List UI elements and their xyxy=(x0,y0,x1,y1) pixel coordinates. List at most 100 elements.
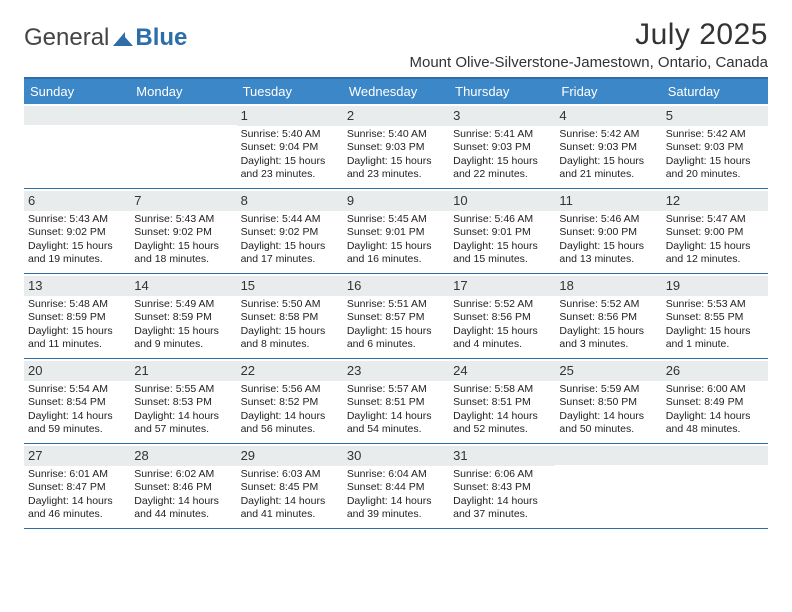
day-number: 19 xyxy=(662,276,768,296)
sunset-text: Sunset: 9:00 PM xyxy=(559,226,657,239)
dow-cell: Wednesday xyxy=(343,79,449,104)
sunrise-text: Sunrise: 5:55 AM xyxy=(134,383,232,396)
days-of-week-header: SundayMondayTuesdayWednesdayThursdayFrid… xyxy=(24,79,768,104)
daylight-text: Daylight: 15 hours and 21 minutes. xyxy=(559,155,657,181)
day-number: 25 xyxy=(555,361,661,381)
sunset-text: Sunset: 9:01 PM xyxy=(453,226,551,239)
daylight-text: Daylight: 15 hours and 1 minute. xyxy=(666,325,764,351)
daylight-text: Daylight: 15 hours and 11 minutes. xyxy=(28,325,126,351)
day-cell: 30Sunrise: 6:04 AMSunset: 8:44 PMDayligh… xyxy=(343,444,449,528)
sunset-text: Sunset: 9:02 PM xyxy=(28,226,126,239)
day-number: 29 xyxy=(237,446,343,466)
daylight-text: Daylight: 15 hours and 16 minutes. xyxy=(347,240,445,266)
sunrise-text: Sunrise: 5:43 AM xyxy=(28,213,126,226)
daylight-text: Daylight: 15 hours and 3 minutes. xyxy=(559,325,657,351)
sunset-text: Sunset: 9:01 PM xyxy=(347,226,445,239)
sunrise-text: Sunrise: 5:46 AM xyxy=(453,213,551,226)
sunrise-text: Sunrise: 5:40 AM xyxy=(241,128,339,141)
sunset-text: Sunset: 8:44 PM xyxy=(347,481,445,494)
sunrise-text: Sunrise: 5:41 AM xyxy=(453,128,551,141)
day-number: 3 xyxy=(449,106,555,126)
sunset-text: Sunset: 8:50 PM xyxy=(559,396,657,409)
sunrise-text: Sunrise: 5:43 AM xyxy=(134,213,232,226)
sunset-text: Sunset: 8:59 PM xyxy=(28,311,126,324)
brand-triangle-icon xyxy=(113,32,133,46)
daylight-text: Daylight: 15 hours and 9 minutes. xyxy=(134,325,232,351)
day-cell: 14Sunrise: 5:49 AMSunset: 8:59 PMDayligh… xyxy=(130,274,236,358)
day-cell: 16Sunrise: 5:51 AMSunset: 8:57 PMDayligh… xyxy=(343,274,449,358)
sunrise-text: Sunrise: 5:59 AM xyxy=(559,383,657,396)
day-number: 26 xyxy=(662,361,768,381)
day-number: 8 xyxy=(237,191,343,211)
sunrise-text: Sunrise: 5:52 AM xyxy=(453,298,551,311)
sunset-text: Sunset: 8:47 PM xyxy=(28,481,126,494)
sunrise-text: Sunrise: 5:57 AM xyxy=(347,383,445,396)
sunrise-text: Sunrise: 5:48 AM xyxy=(28,298,126,311)
day-number: 31 xyxy=(449,446,555,466)
daylight-text: Daylight: 14 hours and 56 minutes. xyxy=(241,410,339,436)
brand-logo: General Blue xyxy=(24,18,187,52)
day-cell: 28Sunrise: 6:02 AMSunset: 8:46 PMDayligh… xyxy=(130,444,236,528)
day-number xyxy=(24,106,130,125)
sunset-text: Sunset: 8:51 PM xyxy=(347,396,445,409)
day-number: 22 xyxy=(237,361,343,381)
sunrise-text: Sunrise: 6:03 AM xyxy=(241,468,339,481)
sunrise-text: Sunrise: 5:53 AM xyxy=(666,298,764,311)
day-cell: 12Sunrise: 5:47 AMSunset: 9:00 PMDayligh… xyxy=(662,189,768,273)
day-number: 15 xyxy=(237,276,343,296)
day-cell: 21Sunrise: 5:55 AMSunset: 8:53 PMDayligh… xyxy=(130,359,236,443)
sunset-text: Sunset: 8:49 PM xyxy=(666,396,764,409)
sunrise-text: Sunrise: 5:45 AM xyxy=(347,213,445,226)
sunrise-text: Sunrise: 5:52 AM xyxy=(559,298,657,311)
daylight-text: Daylight: 15 hours and 4 minutes. xyxy=(453,325,551,351)
day-number xyxy=(662,446,768,465)
calendar: SundayMondayTuesdayWednesdayThursdayFrid… xyxy=(24,79,768,529)
day-cell: 8Sunrise: 5:44 AMSunset: 9:02 PMDaylight… xyxy=(237,189,343,273)
daylight-text: Daylight: 15 hours and 12 minutes. xyxy=(666,240,764,266)
day-number: 11 xyxy=(555,191,661,211)
brand-word2: Blue xyxy=(135,24,187,52)
sunrise-text: Sunrise: 5:40 AM xyxy=(347,128,445,141)
sunrise-text: Sunrise: 6:06 AM xyxy=(453,468,551,481)
day-cell: 23Sunrise: 5:57 AMSunset: 8:51 PMDayligh… xyxy=(343,359,449,443)
daylight-text: Daylight: 14 hours and 37 minutes. xyxy=(453,495,551,521)
day-cell: 10Sunrise: 5:46 AMSunset: 9:01 PMDayligh… xyxy=(449,189,555,273)
location-text: Mount Olive-Silverstone-Jamestown, Ontar… xyxy=(410,54,769,71)
sunset-text: Sunset: 8:59 PM xyxy=(134,311,232,324)
day-number: 1 xyxy=(237,106,343,126)
sunrise-text: Sunrise: 5:46 AM xyxy=(559,213,657,226)
day-cell: 6Sunrise: 5:43 AMSunset: 9:02 PMDaylight… xyxy=(24,189,130,273)
day-number: 20 xyxy=(24,361,130,381)
day-cell: 29Sunrise: 6:03 AMSunset: 8:45 PMDayligh… xyxy=(237,444,343,528)
day-cell: 3Sunrise: 5:41 AMSunset: 9:03 PMDaylight… xyxy=(449,104,555,188)
sunset-text: Sunset: 9:03 PM xyxy=(559,141,657,154)
daylight-text: Daylight: 14 hours and 44 minutes. xyxy=(134,495,232,521)
daylight-text: Daylight: 14 hours and 50 minutes. xyxy=(559,410,657,436)
sunrise-text: Sunrise: 5:49 AM xyxy=(134,298,232,311)
day-cell: 31 Sunrise: 6:06 AMSunset: 8:43 PMDayligh… xyxy=(449,444,555,528)
weeks-container: 1Sunrise: 5:40 AMSunset: 9:04 PMDaylight… xyxy=(24,104,768,529)
day-number: 28 xyxy=(130,446,236,466)
daylight-text: Daylight: 15 hours and 19 minutes. xyxy=(28,240,126,266)
day-number: 23 xyxy=(343,361,449,381)
day-number: 24 xyxy=(449,361,555,381)
day-cell: 27Sunrise: 6:01 AMSunset: 8:47 PMDayligh… xyxy=(24,444,130,528)
brand-word1: General xyxy=(24,24,109,52)
daylight-text: Daylight: 15 hours and 8 minutes. xyxy=(241,325,339,351)
daylight-text: Daylight: 15 hours and 6 minutes. xyxy=(347,325,445,351)
sunset-text: Sunset: 9:02 PM xyxy=(134,226,232,239)
dow-cell: Friday xyxy=(555,79,661,104)
day-cell: 2Sunrise: 5:40 AMSunset: 9:03 PMDaylight… xyxy=(343,104,449,188)
dow-cell: Saturday xyxy=(662,79,768,104)
sunset-text: Sunset: 8:43 PM xyxy=(453,481,551,494)
sunset-text: Sunset: 9:02 PM xyxy=(241,226,339,239)
daylight-text: Daylight: 15 hours and 20 minutes. xyxy=(666,155,764,181)
sunset-text: Sunset: 8:52 PM xyxy=(241,396,339,409)
day-number: 4 xyxy=(555,106,661,126)
header-row: General Blue July 2025 Mount Olive-Silve… xyxy=(24,18,768,71)
sunset-text: Sunset: 8:45 PM xyxy=(241,481,339,494)
dow-cell: Thursday xyxy=(449,79,555,104)
sunrise-text: Sunrise: 5:50 AM xyxy=(241,298,339,311)
sunrise-text: Sunrise: 6:04 AM xyxy=(347,468,445,481)
week-row: 13Sunrise: 5:48 AMSunset: 8:59 PMDayligh… xyxy=(24,274,768,359)
